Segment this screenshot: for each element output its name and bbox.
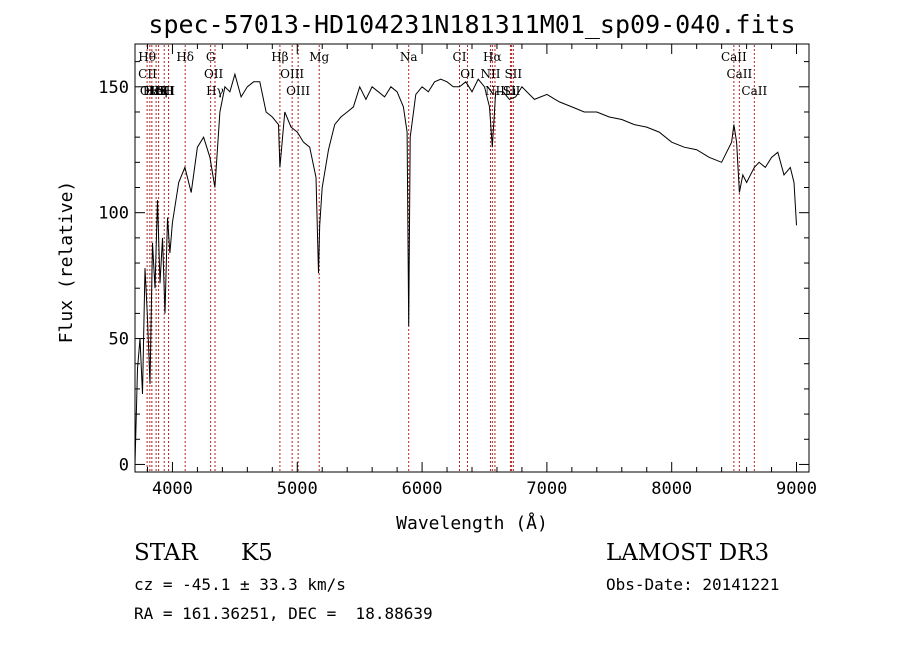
- spectral-line-label: G: [206, 50, 216, 64]
- spectral-line-label: SII: [503, 84, 521, 98]
- spectral-line-label: CaII: [726, 67, 752, 81]
- spectral-line-label: Hβ: [271, 50, 288, 64]
- spectral-line-label: Mg: [309, 50, 329, 64]
- redshift-velocity: cz = -45.1 ± 33.3 km/s: [134, 575, 346, 594]
- x-tick-label: 5000: [277, 479, 318, 499]
- x-axis-label: Wavelength (Å): [396, 512, 548, 534]
- spectral-subclass: K5: [241, 540, 273, 566]
- spectral-line-label: OIII: [140, 84, 164, 98]
- chart-title: spec-57013-HD104231N181311M01_sp09-040.f…: [148, 10, 795, 39]
- observation-date: Obs-Date: 20141221: [606, 575, 780, 594]
- plot-frame: [134, 43, 810, 473]
- spectral-line-label: OI: [460, 67, 475, 81]
- y-tick-label: 50: [109, 330, 129, 350]
- x-tick-label: 7000: [526, 479, 567, 499]
- spectral-line-label: Na: [400, 50, 418, 64]
- spectral-line-label: CII: [138, 67, 157, 81]
- spectral-line-label: SII: [157, 84, 175, 98]
- spectral-line-label: Hε: [143, 84, 160, 98]
- x-tick-label: 8000: [651, 479, 692, 499]
- object-class: STAR: [134, 540, 198, 566]
- axis-ticks: 4000 5000 6000 7000 8000 9000 0 50 100 150: [98, 44, 817, 499]
- spectrum-series: [134, 72, 797, 465]
- y-axis-label: Flux (relative): [56, 181, 77, 344]
- spectral-line-label: SII: [504, 67, 522, 81]
- spectral-line-label: Hθ: [138, 50, 156, 64]
- spectrum-line: [134, 72, 797, 465]
- y-tick-label: 0: [119, 455, 129, 475]
- survey-name: LAMOST DR3: [606, 540, 770, 566]
- coordinates: RA = 161.36251, DEC = 18.88639: [134, 604, 433, 623]
- spectral-line-label: H: [163, 84, 173, 98]
- spectral-line-label: HeI: [145, 84, 168, 98]
- spectral-line-label: OIII: [280, 67, 304, 81]
- spectral-line-label: Hγ: [206, 84, 224, 98]
- spectral-line-label: CaII: [741, 84, 767, 98]
- spectral-line-label: Li: [505, 84, 517, 98]
- x-tick-label: 9000: [776, 479, 817, 499]
- spectral-line-label: NII: [485, 84, 505, 98]
- x-tick-label: 4000: [152, 479, 193, 499]
- spectral-line-label: OIII: [286, 84, 310, 98]
- y-tick-label: 150: [98, 78, 129, 98]
- spectral-line-label: K: [160, 84, 170, 98]
- spectral-line-label: CI: [453, 50, 467, 64]
- y-tick-label: 100: [98, 204, 129, 224]
- spectral-line-label: Hα: [483, 50, 502, 64]
- line-markers: [146, 45, 755, 471]
- spectral-line-label: NII: [480, 67, 500, 81]
- spectral-line-label: Hη: [150, 84, 168, 98]
- x-tick-label: 6000: [402, 479, 443, 499]
- spectral-line-label: OII: [204, 67, 224, 81]
- spectral-line-label: CaII: [721, 50, 747, 64]
- spectral-line-label: Hδ: [176, 50, 194, 64]
